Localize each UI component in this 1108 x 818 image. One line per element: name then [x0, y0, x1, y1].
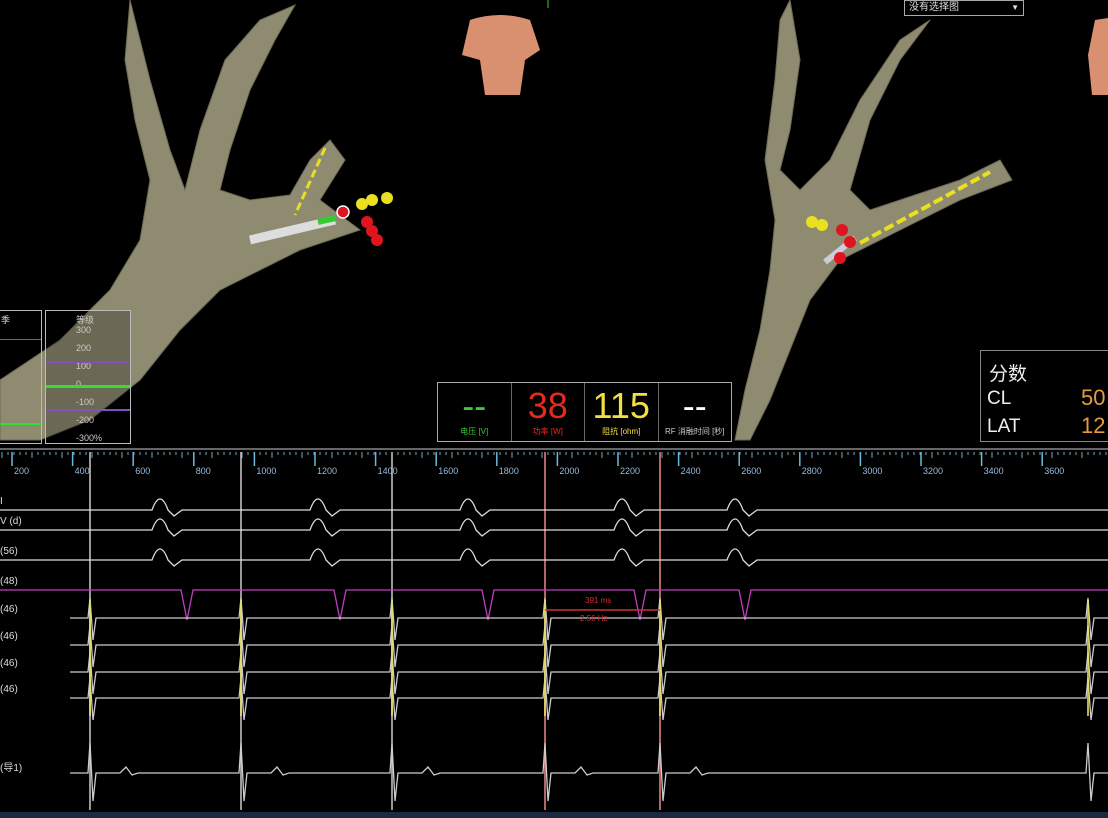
dropdown-value: 没有选择图	[909, 2, 959, 13]
channel-label[interactable]: (48)	[0, 576, 18, 587]
trace-channel-8	[70, 742, 1108, 802]
trace-channel-5	[70, 624, 1108, 668]
trace-channel-6	[70, 651, 1108, 695]
scale-tick-label: 300	[76, 325, 92, 335]
channel-label[interactable]: (56)	[0, 546, 18, 557]
tag-point[interactable]	[806, 216, 818, 228]
chevron-down-icon: ▼	[1011, 3, 1019, 12]
tag-point[interactable]	[366, 194, 378, 206]
score-panel: 分数 CL 50 LAT 12	[980, 350, 1108, 442]
ruler-tick-label: 2000	[559, 466, 579, 476]
lat-label: LAT	[987, 416, 1021, 437]
metric-label: 功率 [W]	[532, 427, 563, 436]
ruler-tick-label: 1600	[438, 466, 458, 476]
ablation-point[interactable]	[371, 234, 383, 246]
ruler-tick-label: 200	[14, 466, 29, 476]
metric-value: --	[462, 385, 487, 426]
cl-label: CL	[987, 388, 1012, 409]
ruler-tick-label: 1000	[256, 466, 276, 476]
scale-tick-label: -100	[76, 397, 95, 407]
right-anatomy-shell	[734, 0, 1013, 441]
trace-channel-3	[0, 589, 1108, 621]
metric-value: 38	[527, 385, 568, 426]
metric-0: -- 电压 [V]	[438, 383, 512, 441]
measurement-rate: 2.56 Hz	[580, 614, 608, 623]
channel-label[interactable]: V (d)	[0, 516, 22, 527]
ablation-point[interactable]	[336, 205, 350, 219]
ablation-metrics-panel: -- 电压 [V] 38 功率 [W] 115 阻抗 [ohm] -- RF 消融时间 [秒]	[437, 382, 732, 442]
measurement-interval: 391 ms	[585, 596, 612, 605]
metric-value: 115	[592, 385, 650, 426]
tag-line-yellow	[293, 147, 991, 245]
tag-point[interactable]	[816, 219, 828, 231]
scale-tick-label: 200	[76, 343, 92, 353]
scale-tick-label: 100	[76, 361, 92, 371]
channel-label[interactable]: (46)	[0, 658, 18, 669]
scale-tick-label: 0	[76, 379, 82, 389]
ruler-tick-label: 1800	[499, 466, 519, 476]
ablation-points	[336, 192, 856, 264]
left-scale-panel: 季	[0, 310, 42, 444]
ruler-tick-label: 3200	[923, 466, 943, 476]
ruler-tick-label: 2600	[741, 466, 761, 476]
lat-value: 12	[1081, 413, 1106, 438]
scale-tick-label: -300%	[76, 433, 103, 443]
time-ruler: 200 400 600 800 1000 1200 1400 1600 1800 2000 2200…	[1, 452, 1107, 476]
ruler-tick-label: 2800	[802, 466, 822, 476]
ruler-tick-label: 1400	[378, 466, 398, 476]
ablation-point[interactable]	[366, 225, 378, 237]
metric-value: --	[682, 385, 707, 426]
trace-channel-1	[0, 518, 1108, 537]
ablation-point[interactable]	[844, 236, 856, 248]
scale-title: 季	[1, 315, 11, 325]
metric-label: 阻抗 [ohm]	[602, 427, 641, 436]
ruler-tick-label: 600	[135, 466, 150, 476]
channel-label[interactable]: (46)	[0, 604, 18, 615]
ruler-tick-label: 3400	[984, 466, 1004, 476]
tag-point[interactable]	[356, 198, 368, 210]
channel-label[interactable]: (46)	[0, 684, 18, 695]
metric-3: -- RF 消融时间 [秒]	[659, 383, 732, 441]
metric-2: 115 阻抗 [ohm]	[585, 383, 659, 441]
torso-orientation-icon	[462, 0, 549, 95]
ruler-tick-label: 3600	[1044, 466, 1064, 476]
ablation-point[interactable]	[836, 224, 848, 236]
catheter-left	[248, 215, 337, 245]
map-select-dropdown[interactable]: 没有选择图 ▼	[904, 0, 1024, 16]
ruler-tick-label: 2400	[681, 466, 701, 476]
trace-channel-0	[0, 498, 1108, 517]
metric-label: 电压 [V]	[460, 427, 489, 436]
metric-1: 38 功率 [W]	[512, 383, 585, 441]
channel-label[interactable]: I	[0, 496, 3, 507]
tag-point[interactable]	[381, 192, 393, 204]
channel-label[interactable]: (导1)	[0, 763, 23, 774]
3d-map-view[interactable]	[0, 0, 1108, 448]
torso-orientation-icon-right	[1088, 18, 1108, 95]
cl-value: 50	[1081, 385, 1106, 410]
ablation-point[interactable]	[834, 252, 846, 264]
beat-markers	[89, 452, 661, 810]
scale-tick-label: -200	[76, 415, 95, 425]
ruler-tick-label: 1200	[317, 466, 337, 476]
trace-channel-2	[0, 548, 1108, 567]
channel-label[interactable]: (46)	[0, 631, 18, 642]
electrogram-panel[interactable]: 200 400 600 800 1000 1200 1400 1600 1800 2000 2200…	[0, 448, 1108, 818]
right-scale-panel: 等级 300 200 100 0 -100 -200 -300%	[45, 310, 131, 444]
scale-title: 等级	[76, 315, 95, 325]
left-anatomy-shell	[0, 0, 362, 441]
trace-channel-7	[70, 677, 1108, 721]
traces	[0, 498, 1108, 802]
ablation-point[interactable]	[361, 216, 373, 228]
ruler-tick-label: 800	[196, 466, 211, 476]
ruler-tick-label: 2200	[620, 466, 640, 476]
metric-label: RF 消融时间 [秒]	[664, 427, 725, 436]
trace-channel-4	[70, 597, 1108, 641]
ruler-tick-label: 400	[75, 466, 90, 476]
ruler-tick-label: 3000	[862, 466, 882, 476]
score-title: 分数	[989, 364, 1028, 385]
